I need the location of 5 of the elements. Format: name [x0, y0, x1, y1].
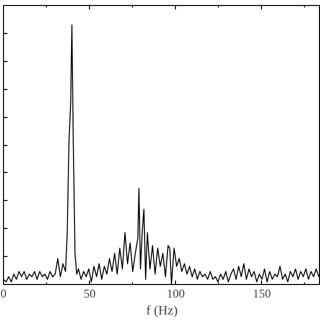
- x-tick-label: 0: [0, 286, 6, 300]
- x-axis-title: f (Hz): [146, 302, 178, 318]
- x-tick-label: 150: [252, 286, 271, 300]
- x-tick-label: 100: [166, 286, 185, 300]
- x-tick-label: 50: [84, 286, 96, 300]
